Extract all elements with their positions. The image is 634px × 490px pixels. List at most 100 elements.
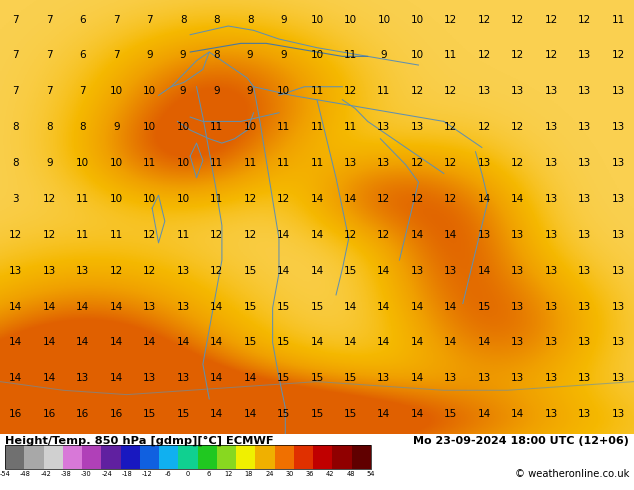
Text: 10: 10 [311,15,323,24]
Text: 13: 13 [511,86,524,96]
Bar [5,445,371,468]
Bar [82,445,101,468]
Text: 14: 14 [76,301,89,312]
Text: 14: 14 [210,373,223,383]
Text: 14: 14 [311,230,323,240]
Text: 14: 14 [411,373,424,383]
Text: 14: 14 [444,301,458,312]
Text: 11: 11 [311,86,323,96]
Text: 13: 13 [545,301,558,312]
Text: 8: 8 [213,50,220,60]
Text: 10: 10 [143,194,156,204]
Text: 15: 15 [277,301,290,312]
Text: 14: 14 [42,338,56,347]
Text: 15: 15 [243,338,257,347]
Text: 10: 10 [177,194,190,204]
Text: 12: 12 [545,50,558,60]
Text: 14: 14 [344,194,357,204]
Bar [44,445,63,468]
Text: 12: 12 [612,50,624,60]
Text: 11: 11 [344,50,357,60]
Text: 13: 13 [545,194,558,204]
Text: 10: 10 [110,194,123,204]
Text: 13: 13 [176,301,190,312]
Text: 14: 14 [411,338,424,347]
Text: 11: 11 [612,15,624,24]
Text: 13: 13 [545,409,558,419]
Text: 16: 16 [10,409,22,419]
Text: 15: 15 [344,409,357,419]
Bar [332,445,352,468]
Text: 13: 13 [612,373,624,383]
Text: 13: 13 [612,338,624,347]
Text: 15: 15 [277,409,290,419]
Bar [159,445,178,468]
Text: 8: 8 [13,158,19,168]
Text: 14: 14 [311,338,323,347]
Bar [198,445,217,468]
Text: 14: 14 [311,194,323,204]
Text: -12: -12 [142,471,153,477]
Text: 30: 30 [285,471,294,477]
Text: 13: 13 [578,409,592,419]
Text: 13: 13 [42,266,56,276]
Text: 11: 11 [311,158,323,168]
Text: 3: 3 [13,194,19,204]
Text: 14: 14 [311,266,323,276]
Text: 14: 14 [10,373,22,383]
Bar [24,445,44,468]
Text: 11: 11 [176,230,190,240]
Text: 13: 13 [511,373,524,383]
Text: 13: 13 [76,373,89,383]
Text: 14: 14 [377,266,391,276]
Text: 13: 13 [143,373,157,383]
Text: 13: 13 [477,373,491,383]
Text: 12: 12 [42,230,56,240]
Text: 14: 14 [477,194,491,204]
Text: 13: 13 [578,266,592,276]
Text: 13: 13 [477,158,491,168]
Text: 7: 7 [79,86,86,96]
Text: 13: 13 [578,230,592,240]
Text: 15: 15 [444,409,458,419]
Text: -42: -42 [41,471,51,477]
Text: 14: 14 [110,373,123,383]
Text: 15: 15 [311,409,323,419]
Text: 14: 14 [377,409,391,419]
Text: 16: 16 [110,409,123,419]
Text: 13: 13 [176,266,190,276]
Text: 13: 13 [612,194,624,204]
Text: 10: 10 [411,15,424,24]
Text: 13: 13 [176,373,190,383]
Text: 11: 11 [377,86,391,96]
Text: 16: 16 [42,409,56,419]
Text: 7: 7 [46,86,53,96]
Text: 13: 13 [377,122,391,132]
Text: 24: 24 [265,471,273,477]
Text: 14: 14 [243,409,257,419]
Text: 13: 13 [545,158,558,168]
Text: 10: 10 [277,86,290,96]
Bar [101,445,120,468]
Text: 11: 11 [444,50,458,60]
Text: 13: 13 [612,230,624,240]
Text: 14: 14 [10,338,22,347]
Text: 36: 36 [306,471,314,477]
Text: -6: -6 [164,471,171,477]
Text: 7: 7 [113,50,120,60]
Text: 13: 13 [477,86,491,96]
Text: 8: 8 [79,122,86,132]
Text: -54: -54 [0,471,11,477]
Text: 13: 13 [578,301,592,312]
Text: 13: 13 [10,266,22,276]
Text: 13: 13 [612,266,624,276]
Text: 14: 14 [511,409,524,419]
Text: 14: 14 [477,338,491,347]
Text: 12: 12 [344,230,357,240]
Text: 11: 11 [277,158,290,168]
Bar [313,445,332,468]
Text: 9: 9 [380,50,387,60]
Text: 9: 9 [213,86,220,96]
Text: 15: 15 [243,301,257,312]
Text: 13: 13 [612,122,624,132]
